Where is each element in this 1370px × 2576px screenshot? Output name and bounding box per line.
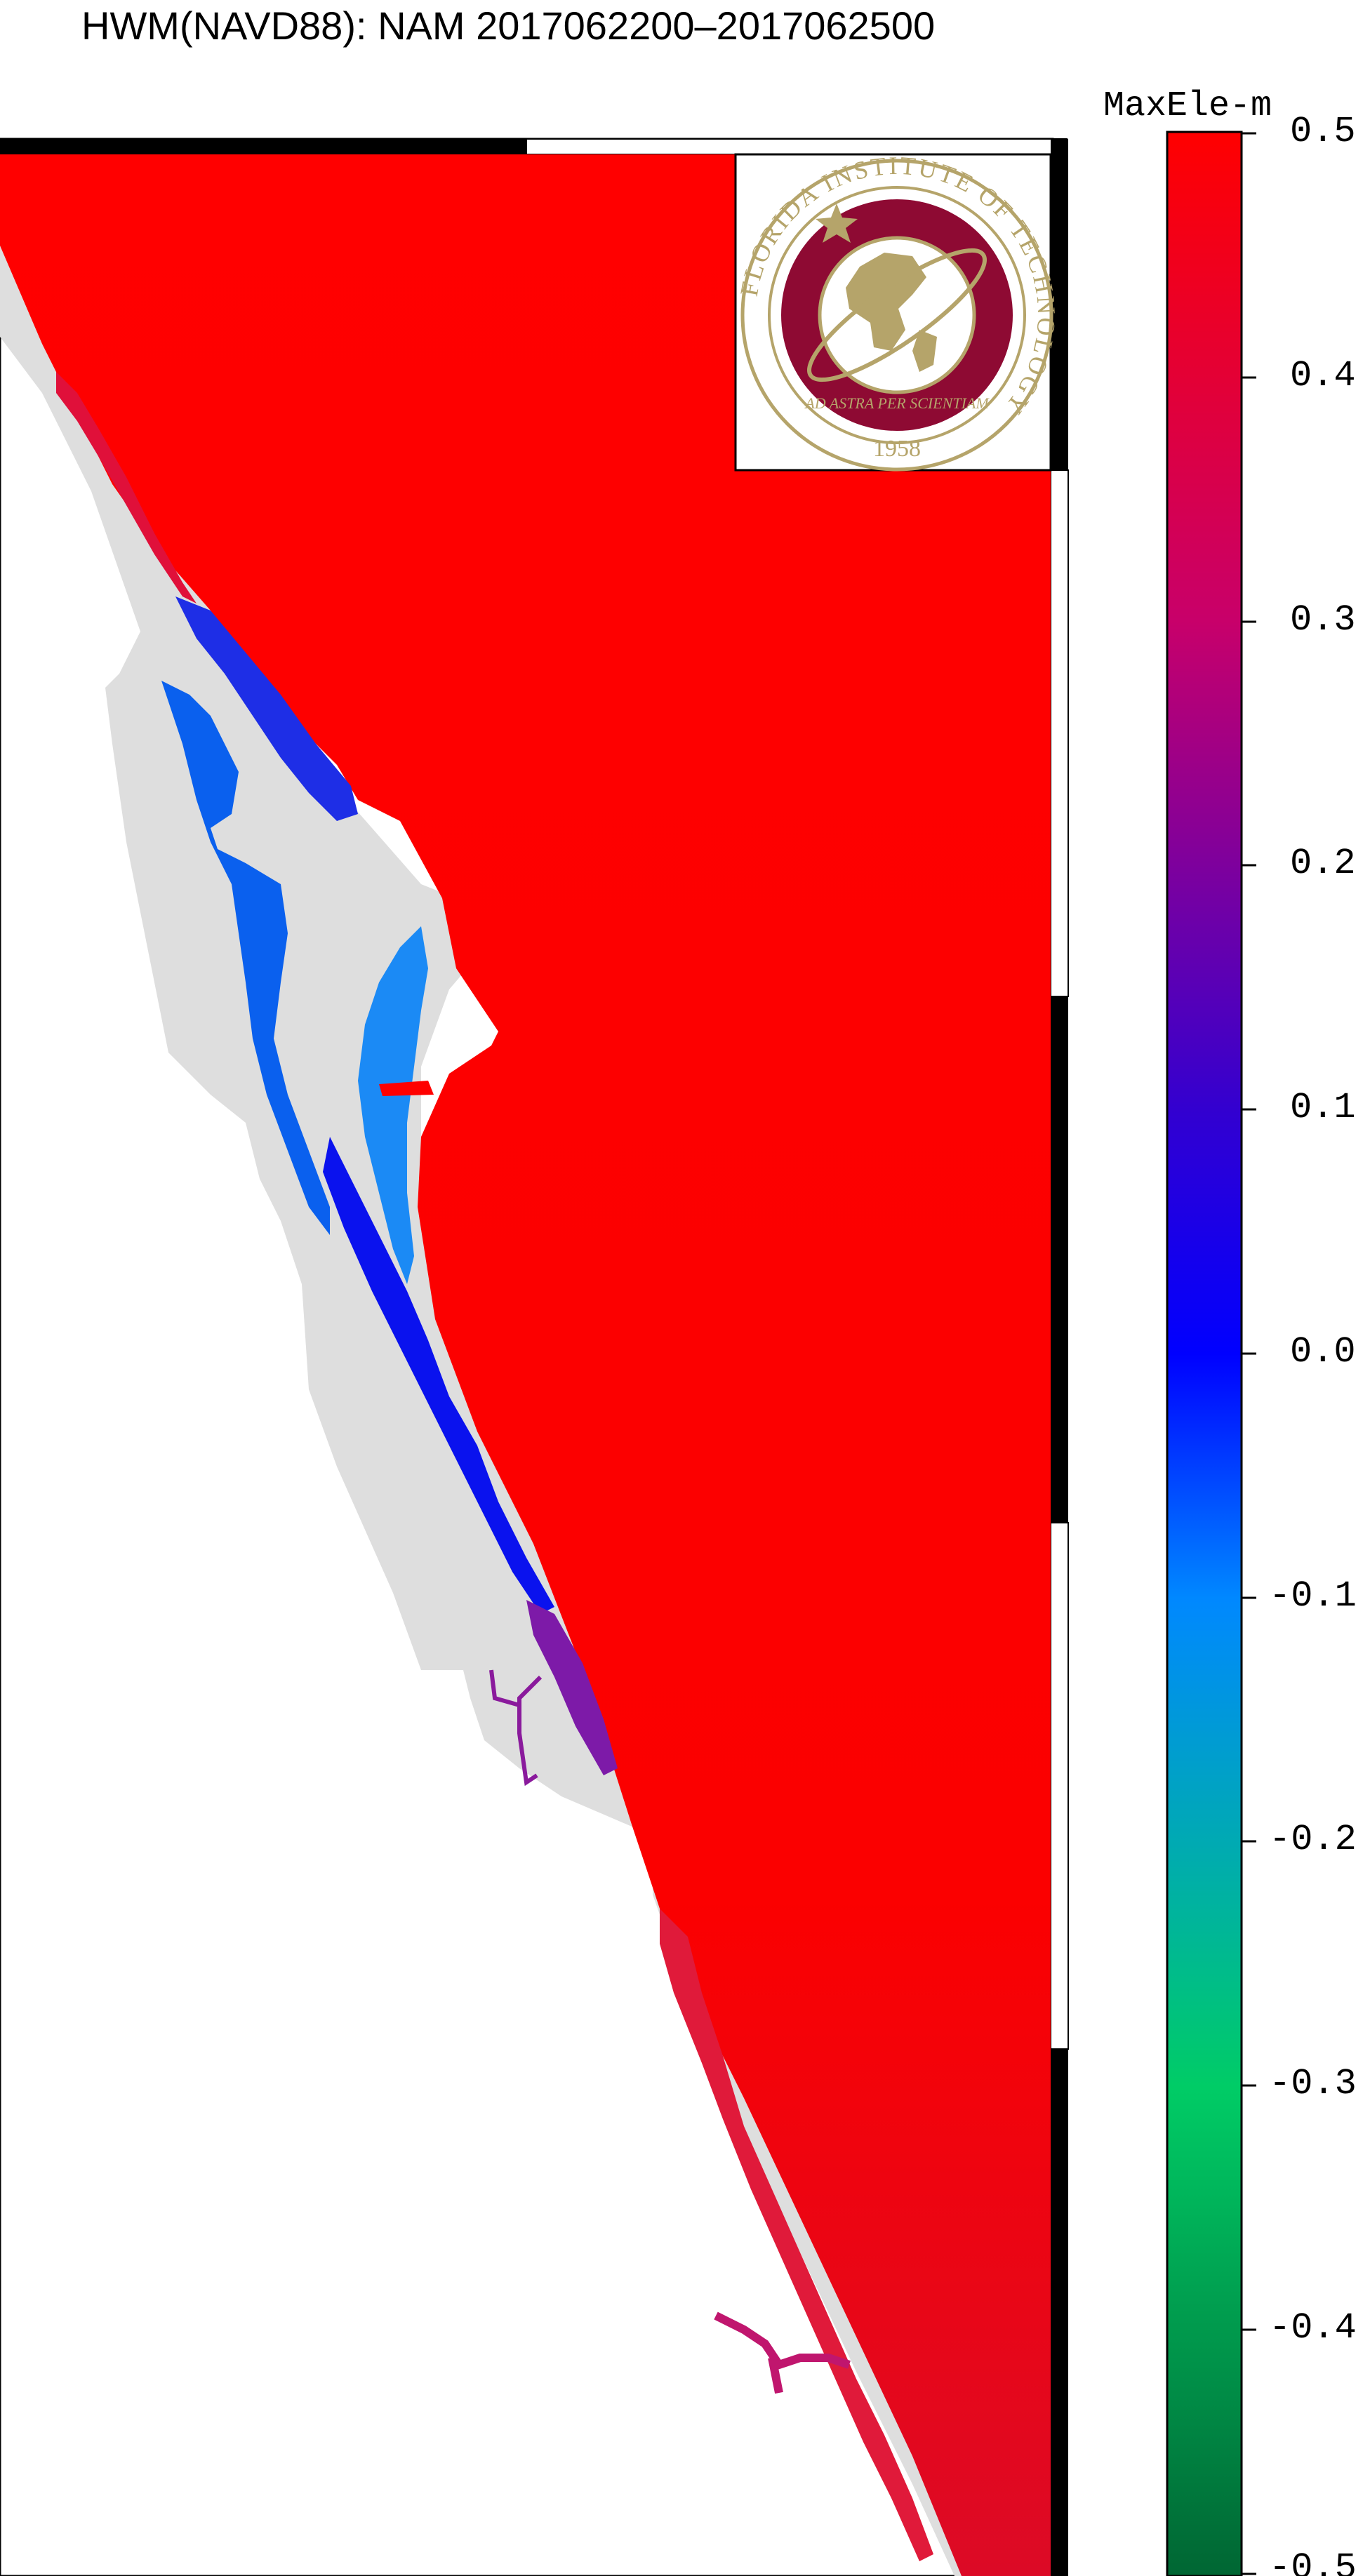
- lagoon-water: [56, 372, 933, 2561]
- figure-title: HWM(NAVD88): NAM 2017062200–2017062500: [81, 4, 936, 48]
- purple-reach: [526, 1600, 618, 1775]
- mosquito-lagoon: [175, 596, 358, 821]
- colorbar-tick-label: -0.4: [1269, 2307, 1357, 2349]
- colorbar-ticks: [1242, 132, 1256, 2575]
- north-lagoon-strip: [56, 372, 197, 603]
- colorbar-tick-label: -0.5: [1269, 2547, 1357, 2576]
- central-indian-river: [323, 1137, 554, 1614]
- colorbar-tick-label: -0.3: [1269, 2063, 1357, 2104]
- tributary-creek: [489, 1669, 543, 1787]
- port-canal: [379, 1081, 434, 1096]
- star-icon: [816, 203, 858, 243]
- colorbar-tick-label: 0.0: [1290, 1331, 1356, 1373]
- banana-river: [358, 926, 428, 1284]
- colorbar-tick-label: 0.4: [1290, 355, 1356, 396]
- colorbar-gradient: [1166, 131, 1243, 2576]
- fit-logo: FLORIDA INSTITUTE OF TECHNOLOGY AD ASTRA…: [734, 152, 1058, 472]
- colorbar-tick-label: -0.1: [1269, 1575, 1357, 1617]
- globe-icon: [846, 253, 937, 372]
- colorbar-tick-label: 0.5: [1290, 111, 1356, 152]
- logo-motto: AD ASTRA PER SCIENTIAM: [804, 394, 990, 412]
- ocean-surface: [0, 154, 1051, 2576]
- south-indian-river: [660, 1909, 933, 2561]
- st-lucie-river: [714, 2311, 851, 2394]
- colorbar-tick-label: 0.1: [1290, 1087, 1356, 1128]
- colorbar-tick-label: 0.3: [1290, 599, 1356, 641]
- north-indian-river: [161, 681, 330, 1235]
- colorbar-tick-label: -0.2: [1269, 1819, 1357, 1860]
- colorbar: [1166, 131, 1256, 2576]
- colorbar-tick-label: 0.2: [1290, 843, 1356, 884]
- logo-year: 1958: [873, 436, 921, 462]
- colorbar-title: MaxEle-m: [1103, 86, 1272, 126]
